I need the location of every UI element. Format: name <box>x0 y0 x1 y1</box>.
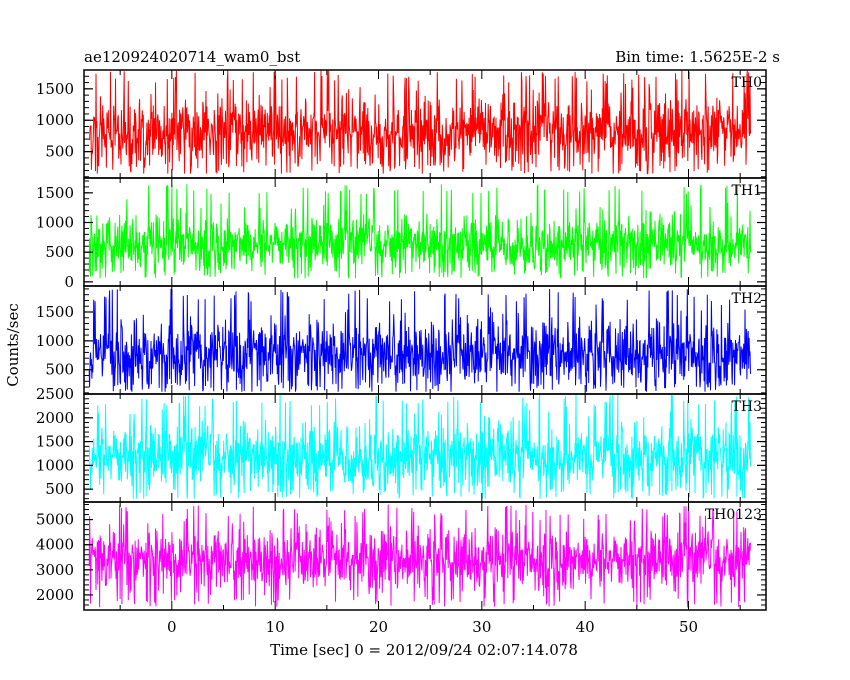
panel-th3: 500 1000 1500 2000 2500 TH3 <box>36 385 767 503</box>
series-line-th0 <box>88 69 751 175</box>
series-line-th0123 <box>88 504 751 608</box>
x-tick-label: 40 <box>576 618 595 636</box>
y-axis-label: Counts/sec <box>4 303 22 387</box>
series-label-th1: TH1 <box>732 183 762 199</box>
y-tick-label: 1500 <box>36 80 74 98</box>
y-tick-label: 500 <box>45 480 74 498</box>
x-tick-label: 30 <box>472 618 491 636</box>
series-line-th3 <box>88 393 751 499</box>
series-label-th0: TH0 <box>732 75 762 91</box>
series-line-th2 <box>88 288 751 392</box>
x-tick-label: 20 <box>369 618 388 636</box>
x-axis-label: Time [sec] 0 = 2012/09/24 02:07:14.078 <box>270 641 578 659</box>
y-tick-label: 1500 <box>36 303 74 321</box>
y-tick-label: 1500 <box>36 184 74 202</box>
x-tick-label: 50 <box>679 618 698 636</box>
y-tick-label: 1000 <box>36 214 74 232</box>
y-tick-label: 4000 <box>36 536 74 554</box>
series-label-th0123: TH0123 <box>705 507 762 523</box>
panel-th0: 500 1000 1500 TH0 <box>36 69 767 179</box>
y-tick-label: 2000 <box>36 409 74 427</box>
series-label-th2: TH2 <box>732 291 762 307</box>
y-tick-label: 0 <box>64 273 74 291</box>
chart-title: ae120924020714_wam0_bst <box>84 48 300 66</box>
y-tick-label: 1000 <box>36 332 74 350</box>
y-tick-label: 1500 <box>36 433 74 451</box>
panels-group: 500 1000 1500 TH0 0 500 1000 1500 TH1 500 1000 1500… <box>36 69 767 611</box>
y-tick-label: 500 <box>45 143 74 161</box>
y-tick-label: 2000 <box>36 586 74 604</box>
x-tick-label: 10 <box>266 618 285 636</box>
y-tick-label: 500 <box>45 361 74 379</box>
panel-th2: 500 1000 1500 TH2 <box>36 285 767 395</box>
panel-th1: 0 500 1000 1500 TH1 <box>36 177 767 291</box>
panel-th0123: 2000 3000 4000 5000 TH0123 <box>36 501 767 611</box>
bin-time-label: Bin time: 1.5625E-2 s <box>615 48 780 66</box>
panel-frame <box>83 501 767 611</box>
y-tick-label: 3000 <box>36 561 74 579</box>
x-tick-label: 0 <box>167 618 177 636</box>
series-label-th3: TH3 <box>732 399 762 415</box>
series-line-th1 <box>88 183 751 279</box>
y-tick-label: 5000 <box>36 511 74 529</box>
x-axis: 0 10 20 30 40 50 <box>167 618 698 636</box>
y-tick-label: 500 <box>45 243 74 261</box>
y-tick-label: 1000 <box>36 456 74 474</box>
y-tick-label: 2500 <box>36 385 74 403</box>
y-tick-label: 1000 <box>36 111 74 129</box>
